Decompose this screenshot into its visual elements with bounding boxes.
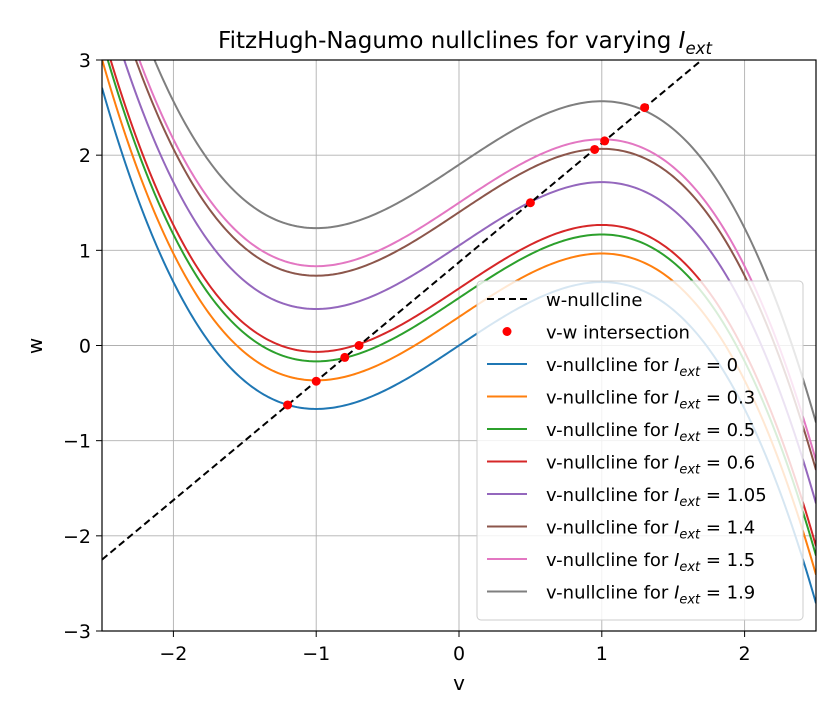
x-tick-label: −2 [159,643,187,665]
legend-box [476,280,804,621]
intersection-point [600,136,610,146]
y-tick-label: 1 [79,240,91,262]
y-tick-label: −1 [63,431,91,453]
y-tick-label: 3 [79,50,91,72]
x-tick-label: 1 [596,643,608,665]
intersection-point [525,198,535,208]
legend-label-series: v-nullcline for Iext = 1.05 [546,485,767,510]
y-axis-label: w [23,338,47,354]
v-nullcline-0.6 [109,60,816,547]
v-nullcline-1.5 [138,60,816,461]
w-nullcline-layer [102,60,704,561]
v-nullcline-1.05 [123,60,816,504]
intersection-point [340,352,350,362]
x-tick-label: 2 [739,643,751,665]
legend-label-series: v-nullcline for Iext = 1.9 [546,583,755,608]
x-axis-label: v [453,671,465,695]
w-nullcline-line [102,60,704,561]
intersection-points [283,103,650,410]
legend-label-series: v-nullcline for Iext = 0.3 [546,388,755,413]
intersection-point [590,144,600,154]
legend-label-series: v-nullcline for Iext = 0 [546,355,738,380]
chart-title-subscript: ext [685,39,712,58]
intersection-point [283,400,293,410]
v-nullcline-1.9 [153,60,816,423]
intersection-point [354,341,364,350]
y-tick-label: −2 [63,526,91,548]
intersection-point [640,103,650,113]
legend-label-series: v-nullcline for Iext = 1.5 [546,550,755,575]
axis-ticks: −2 −1 0 1 2 −3 −2 −1 0 1 2 3 [63,50,751,665]
intersection-point [311,376,321,386]
legend-label-series: v-nullcline for Iext = 0.6 [546,453,755,478]
x-tick-label: 0 [453,643,465,665]
legend-label-w-nullcline: w-nullcline [546,290,642,311]
x-tick-label: −1 [302,643,330,665]
chart-title-main: FitzHugh-Nagumo nullclines for varying [218,28,679,54]
y-tick-label: 2 [79,145,91,167]
legend-handle-intersection [502,327,512,336]
legend-label-series: v-nullcline for Iext = 1.4 [546,518,755,543]
chart-title: FitzHugh-Nagumo nullclines for varying I… [218,28,712,58]
legend-label-series: v-nullcline for Iext = 0.5 [546,420,755,445]
y-tick-label: 0 [79,336,91,358]
legend: w-nullcline v-w intersection v-nullcline f… [476,280,804,621]
y-tick-label: −3 [63,621,91,643]
legend-label-intersection: v-w intersection [546,323,690,344]
chart-title-symbol: I [679,28,686,54]
v-nullcline-1.4 [134,60,816,471]
